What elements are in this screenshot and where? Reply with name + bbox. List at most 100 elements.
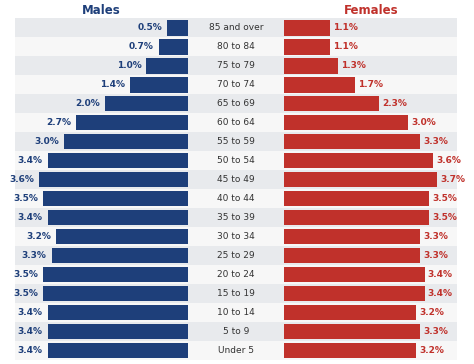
Bar xyxy=(188,56,284,75)
Bar xyxy=(284,151,457,170)
Text: 3.3%: 3.3% xyxy=(424,232,448,241)
Bar xyxy=(284,115,408,130)
Text: 1.1%: 1.1% xyxy=(333,42,358,51)
Bar xyxy=(15,132,188,151)
Bar xyxy=(47,343,188,358)
Bar xyxy=(284,56,457,75)
Text: 1.4%: 1.4% xyxy=(100,80,125,89)
Bar xyxy=(15,265,188,284)
Text: 3.0%: 3.0% xyxy=(411,118,436,127)
Text: 85 and over: 85 and over xyxy=(209,23,263,32)
Bar xyxy=(284,189,457,208)
Text: 35 to 39: 35 to 39 xyxy=(217,213,255,222)
Bar xyxy=(15,18,188,37)
Bar xyxy=(188,208,284,227)
Text: 3.4%: 3.4% xyxy=(18,213,43,222)
Bar xyxy=(15,37,188,56)
Bar xyxy=(146,58,188,74)
Text: 1.7%: 1.7% xyxy=(358,80,383,89)
Bar xyxy=(105,96,188,111)
Text: 3.5%: 3.5% xyxy=(14,194,38,203)
Text: 3.5%: 3.5% xyxy=(14,289,38,298)
Text: 30 to 34: 30 to 34 xyxy=(217,232,255,241)
Text: 3.4%: 3.4% xyxy=(18,327,43,336)
Bar xyxy=(188,113,284,132)
Bar xyxy=(15,56,188,75)
Bar xyxy=(284,210,428,225)
Bar xyxy=(15,113,188,132)
Title: Females: Females xyxy=(344,4,398,17)
Text: 45 to 49: 45 to 49 xyxy=(217,175,255,184)
Bar xyxy=(15,75,188,94)
Bar xyxy=(284,227,457,246)
Text: 3.5%: 3.5% xyxy=(432,194,457,203)
Bar xyxy=(284,267,425,282)
Bar xyxy=(167,20,188,36)
Text: 3.4%: 3.4% xyxy=(18,308,43,317)
Bar xyxy=(188,132,284,151)
Bar xyxy=(56,229,188,244)
Bar xyxy=(15,170,188,189)
Bar xyxy=(188,151,284,170)
Bar xyxy=(47,210,188,225)
Bar xyxy=(15,303,188,322)
Bar xyxy=(15,341,188,360)
Text: 3.3%: 3.3% xyxy=(424,327,448,336)
Bar xyxy=(15,94,188,113)
Bar xyxy=(15,208,188,227)
Bar xyxy=(188,94,284,113)
Text: 3.4%: 3.4% xyxy=(18,346,43,355)
Bar xyxy=(284,172,437,187)
Text: 3.4%: 3.4% xyxy=(18,156,43,165)
Text: 80 to 84: 80 to 84 xyxy=(217,42,255,51)
Bar xyxy=(284,75,457,94)
Bar xyxy=(284,170,457,189)
Text: Under 5: Under 5 xyxy=(218,346,254,355)
Bar xyxy=(188,37,284,56)
Bar xyxy=(284,208,457,227)
Bar xyxy=(188,227,284,246)
Text: 3.3%: 3.3% xyxy=(424,137,448,146)
Text: 3.4%: 3.4% xyxy=(428,270,453,279)
Bar xyxy=(284,20,330,36)
Bar xyxy=(284,229,420,244)
Bar xyxy=(284,132,457,151)
Title: Males: Males xyxy=(82,4,120,17)
Bar xyxy=(284,265,457,284)
Bar xyxy=(284,248,420,263)
Text: 3.0%: 3.0% xyxy=(34,137,59,146)
Bar xyxy=(284,96,379,111)
Text: 5 to 9: 5 to 9 xyxy=(223,327,249,336)
Bar xyxy=(284,153,433,169)
Text: 3.5%: 3.5% xyxy=(432,213,457,222)
Bar xyxy=(284,324,420,339)
Bar xyxy=(284,18,457,37)
Bar xyxy=(284,39,330,55)
Bar xyxy=(15,246,188,265)
Text: 50 to 54: 50 to 54 xyxy=(217,156,255,165)
Bar xyxy=(39,172,188,187)
Bar xyxy=(284,37,457,56)
Text: 15 to 19: 15 to 19 xyxy=(217,289,255,298)
Bar xyxy=(15,189,188,208)
Bar xyxy=(284,246,457,265)
Bar xyxy=(284,286,425,301)
Bar xyxy=(188,284,284,303)
Bar xyxy=(284,322,457,341)
Bar xyxy=(15,322,188,341)
Bar xyxy=(15,151,188,170)
Text: 3.5%: 3.5% xyxy=(14,270,38,279)
Text: 3.3%: 3.3% xyxy=(424,251,448,260)
Text: 40 to 44: 40 to 44 xyxy=(217,194,255,203)
Bar xyxy=(284,94,457,113)
Text: 25 to 29: 25 to 29 xyxy=(217,251,255,260)
Bar xyxy=(130,77,188,92)
Bar xyxy=(188,265,284,284)
Bar xyxy=(188,246,284,265)
Bar xyxy=(52,248,188,263)
Bar xyxy=(15,227,188,246)
Bar xyxy=(15,284,188,303)
Text: 60 to 64: 60 to 64 xyxy=(217,118,255,127)
Text: 3.4%: 3.4% xyxy=(428,289,453,298)
Text: 3.2%: 3.2% xyxy=(419,346,445,355)
